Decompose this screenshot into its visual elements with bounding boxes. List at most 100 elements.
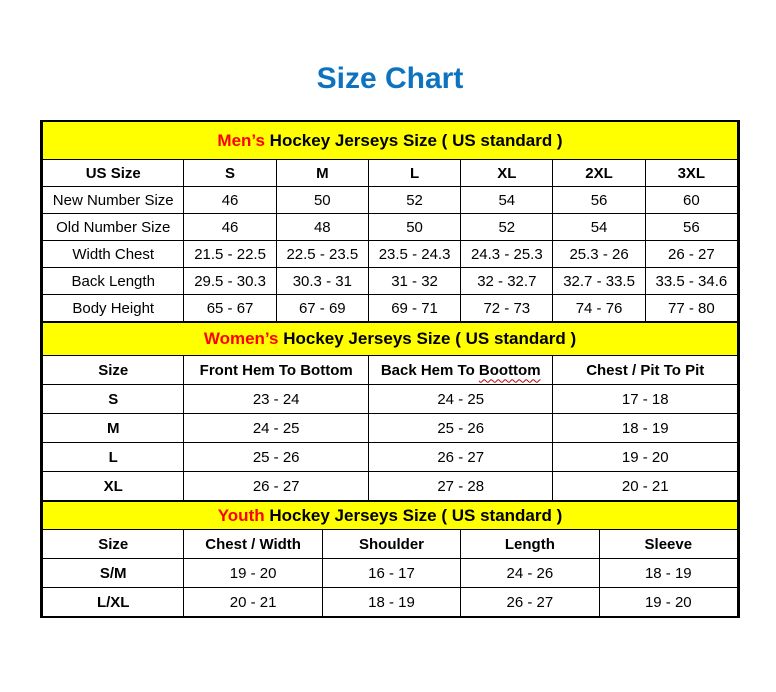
column-header: 2XL bbox=[552, 159, 646, 187]
womens-table-title: Women’s Hockey Jerseys Size ( US standar… bbox=[42, 322, 738, 356]
data-cell: 25 - 26 bbox=[367, 413, 554, 443]
data-cell: 17 - 18 bbox=[552, 384, 738, 414]
data-cell: 24 - 26 bbox=[460, 558, 600, 588]
data-cell: 21.5 - 22.5 bbox=[183, 240, 277, 268]
data-cell: 23.5 - 24.3 bbox=[367, 240, 462, 268]
youth-header-row: Size Chest / Width Shoulder Length Sleeve bbox=[41, 529, 739, 559]
womens-header-row: Size Front Hem To Bottom Back Hem To Boott… bbox=[41, 355, 738, 385]
data-cell: 18 - 19 bbox=[321, 587, 462, 616]
data-cell: 54 bbox=[460, 186, 554, 214]
data-cell: 26 - 27 bbox=[183, 471, 369, 501]
womens-title-highlight: Women’s bbox=[203, 329, 279, 348]
data-cell: 19 - 20 bbox=[552, 442, 738, 472]
table-row: Width Chest 21.5 - 22.5 22.5 - 23.5 23.5 - … bbox=[41, 240, 739, 268]
data-cell: 77 - 80 bbox=[644, 294, 739, 322]
data-cell: 32 - 32.7 bbox=[460, 267, 554, 295]
youth-size-table: Youth Hockey Jerseys Size ( US standard … bbox=[41, 501, 739, 616]
misspelled-word: Boottom bbox=[478, 361, 541, 379]
table-row: L 25 - 26 26 - 27 19 - 20 bbox=[41, 442, 738, 472]
data-cell: 33.5 - 34.6 bbox=[644, 267, 739, 295]
data-cell: 46 bbox=[183, 186, 277, 214]
womens-band-row: Women’s Hockey Jerseys Size ( US standar… bbox=[42, 322, 738, 356]
table-row: XL 26 - 27 27 - 28 20 - 21 bbox=[41, 471, 738, 501]
data-cell: 67 - 69 bbox=[275, 294, 369, 322]
row-label: Old Number Size bbox=[41, 213, 185, 241]
document-content: Size Chart Men’s Hockey Jerseys Size ( U… bbox=[40, 60, 740, 618]
row-label: S/M bbox=[41, 558, 185, 588]
data-cell: 24.3 - 25.3 bbox=[460, 240, 554, 268]
data-cell: 22.5 - 23.5 bbox=[275, 240, 369, 268]
data-cell: 26 - 27 bbox=[644, 240, 739, 268]
row-label: XL bbox=[41, 471, 185, 501]
data-cell: 46 bbox=[183, 213, 277, 241]
data-cell: 30.3 - 31 bbox=[275, 267, 369, 295]
mens-band-row: Men’s Hockey Jerseys Size ( US standard … bbox=[42, 122, 738, 160]
data-cell: 20 - 21 bbox=[183, 587, 323, 616]
mens-size-table: Men’s Hockey Jerseys Size ( US standard … bbox=[41, 122, 739, 322]
data-cell: 16 - 17 bbox=[321, 558, 462, 588]
column-header: M bbox=[275, 159, 369, 187]
row-label: L bbox=[41, 442, 185, 472]
data-cell: 48 bbox=[275, 213, 369, 241]
column-header: Sleeve bbox=[598, 529, 739, 559]
data-cell: 18 - 19 bbox=[552, 413, 738, 443]
womens-table-body: S 23 - 24 24 - 25 17 - 18 M 24 - 25 25 - 26 18 … bbox=[41, 384, 738, 501]
data-cell: 18 - 19 bbox=[598, 558, 739, 588]
column-header: S bbox=[183, 159, 277, 187]
data-cell: 54 bbox=[552, 213, 646, 241]
data-cell: 26 - 27 bbox=[460, 587, 600, 616]
column-header: L bbox=[367, 159, 462, 187]
data-cell: 23 - 24 bbox=[183, 384, 369, 414]
data-cell: 52 bbox=[460, 213, 554, 241]
data-cell: 19 - 20 bbox=[598, 587, 739, 616]
data-cell: 50 bbox=[367, 213, 462, 241]
data-cell: 69 - 71 bbox=[367, 294, 462, 322]
youth-title-rest: Hockey Jerseys Size ( US standard ) bbox=[264, 505, 563, 525]
row-label: M bbox=[41, 413, 185, 443]
data-cell: 52 bbox=[367, 186, 462, 214]
youth-table-body: S/M 19 - 20 16 - 17 24 - 26 18 - 19 L/XL 20 - … bbox=[41, 558, 739, 616]
youth-title-highlight: Youth bbox=[217, 505, 265, 525]
data-cell: 60 bbox=[644, 186, 739, 214]
column-header: Front Hem To Bottom bbox=[183, 355, 369, 385]
mens-table-title: Men’s Hockey Jerseys Size ( US standard … bbox=[42, 122, 738, 160]
data-cell: 31 - 32 bbox=[367, 267, 462, 295]
data-cell: 56 bbox=[552, 186, 646, 214]
column-header: US Size bbox=[41, 159, 185, 187]
column-header: Shoulder bbox=[321, 529, 462, 559]
data-cell: 32.7 - 33.5 bbox=[552, 267, 646, 295]
data-cell: 56 bbox=[644, 213, 739, 241]
column-header: 3XL bbox=[644, 159, 739, 187]
data-cell: 25 - 26 bbox=[183, 442, 369, 472]
mens-title-rest: Hockey Jerseys Size ( US standard ) bbox=[264, 130, 563, 150]
youth-table-title: Youth Hockey Jerseys Size ( US standard … bbox=[42, 501, 738, 530]
youth-band-row: Youth Hockey Jerseys Size ( US standard … bbox=[42, 501, 738, 530]
table-row: New Number Size 46 50 52 54 56 60 bbox=[41, 186, 739, 214]
data-cell: 24 - 25 bbox=[183, 413, 369, 443]
column-header: Size bbox=[41, 355, 185, 385]
column-header: Chest / Pit To Pit bbox=[552, 355, 738, 385]
mens-title-highlight: Men’s bbox=[217, 130, 265, 150]
size-tables-frame: Men’s Hockey Jerseys Size ( US standard … bbox=[40, 120, 740, 618]
column-header: Size bbox=[41, 529, 185, 559]
row-label: Back Length bbox=[41, 267, 185, 295]
page-title: Size Chart bbox=[316, 62, 464, 95]
table-row: Body Height 65 - 67 67 - 69 69 - 71 72 - 73 7… bbox=[41, 294, 739, 322]
womens-title-rest: Hockey Jerseys Size ( US standard ) bbox=[278, 329, 577, 348]
table-row: S 23 - 24 24 - 25 17 - 18 bbox=[41, 384, 738, 414]
data-cell: 20 - 21 bbox=[552, 471, 738, 501]
table-row: S/M 19 - 20 16 - 17 24 - 26 18 - 19 bbox=[41, 558, 739, 588]
data-cell: 25.3 - 26 bbox=[552, 240, 646, 268]
data-cell: 65 - 67 bbox=[183, 294, 277, 322]
table-row: M 24 - 25 25 - 26 18 - 19 bbox=[41, 413, 738, 443]
data-cell: 29.5 - 30.3 bbox=[183, 267, 277, 295]
mens-header-row: US Size S M L XL 2XL 3XL bbox=[41, 159, 739, 187]
table-row: L/XL 20 - 21 18 - 19 26 - 27 19 - 20 bbox=[41, 587, 739, 616]
data-cell: 26 - 27 bbox=[367, 442, 554, 472]
row-label: Width Chest bbox=[41, 240, 185, 268]
column-header: Back Hem To Boottom bbox=[367, 355, 554, 385]
column-header: XL bbox=[460, 159, 554, 187]
column-header: Length bbox=[460, 529, 600, 559]
row-label: L/XL bbox=[41, 587, 185, 616]
row-label: S bbox=[41, 384, 185, 414]
